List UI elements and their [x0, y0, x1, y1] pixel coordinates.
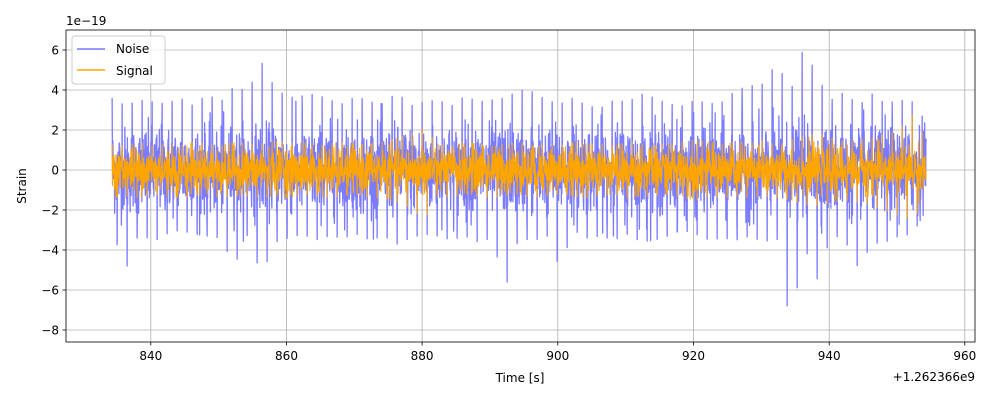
legend-box [71, 35, 166, 85]
series-line-signal [111, 114, 927, 219]
y-tick-label: −4 [41, 243, 59, 257]
x-tick-label: 960 [953, 349, 976, 363]
y-tick-label: −6 [41, 283, 59, 297]
legend: Noise Signal [71, 35, 166, 85]
y-multiplier-label: 1e−19 [66, 14, 106, 28]
y-tick-label: 0 [51, 163, 59, 177]
x-offset-label: +1.262366e9 [893, 370, 975, 384]
ticks: 840 860 880 900 920 940 960 −8 −6 −4 −2 0 2 4 6 [41, 43, 976, 363]
grid [66, 30, 975, 342]
y-tick-label: 6 [51, 43, 59, 57]
x-axis-label: Time [s] [495, 371, 545, 385]
legend-label-signal: Signal [116, 64, 153, 78]
series-layer [111, 51, 927, 307]
y-tick-label: 2 [51, 123, 59, 137]
x-tick-label: 880 [411, 349, 434, 363]
y-axis-label: Strain [15, 168, 29, 204]
x-tick-label: 920 [682, 349, 705, 363]
x-tick-label: 940 [818, 349, 841, 363]
x-tick-label: 860 [275, 349, 298, 363]
y-tick-label: 4 [51, 83, 59, 97]
plot-frame [65, 29, 976, 343]
y-tick-label: −8 [41, 323, 59, 337]
x-tick-label: 900 [546, 349, 569, 363]
legend-label-noise: Noise [116, 42, 149, 56]
y-tick-label: −2 [41, 203, 59, 217]
x-tick-label: 840 [139, 349, 162, 363]
